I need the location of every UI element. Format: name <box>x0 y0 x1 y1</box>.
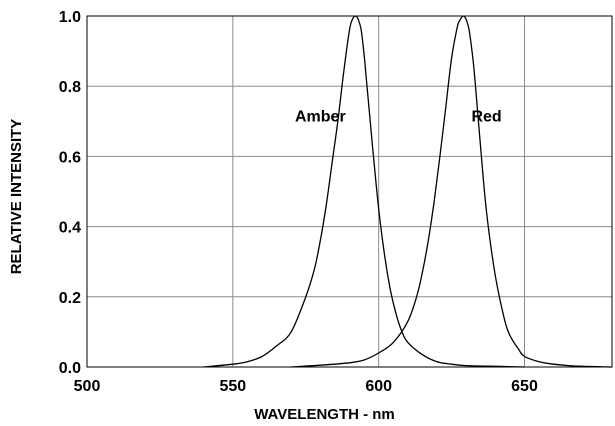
series-line-red <box>291 15 613 368</box>
y-axis-tick-labels: 0.0 0.2 0.4 0.6 0.8 1.0 <box>59 9 81 377</box>
annotation-amber: Amber <box>295 108 346 125</box>
x-tick-label: 600 <box>365 378 392 395</box>
y-tick-label: 0.8 <box>59 79 81 96</box>
series-annotations: Amber Red <box>295 108 502 125</box>
y-axis-title: RELATIVE INTENSITY <box>8 119 25 275</box>
y-tick-label: 0.4 <box>59 220 81 237</box>
x-axis-title: WAVELENGTH - nm <box>254 406 395 423</box>
y-tick-label: 0.2 <box>59 290 81 307</box>
y-tick-label: 0.6 <box>59 149 81 166</box>
x-tick-label: 550 <box>219 378 246 395</box>
y-tick-label: 0.0 <box>59 360 81 377</box>
plot-frame <box>86 15 613 368</box>
y-tick-label: 1.0 <box>59 9 81 26</box>
x-tick-label: 500 <box>74 378 101 395</box>
series-curves <box>203 15 613 368</box>
series-line-amber <box>203 15 525 368</box>
annotation-red: Red <box>471 108 501 125</box>
x-tick-label: 650 <box>511 378 538 395</box>
grid-lines <box>87 16 612 367</box>
x-axis-tick-labels: 500 550 600 650 <box>74 378 538 395</box>
